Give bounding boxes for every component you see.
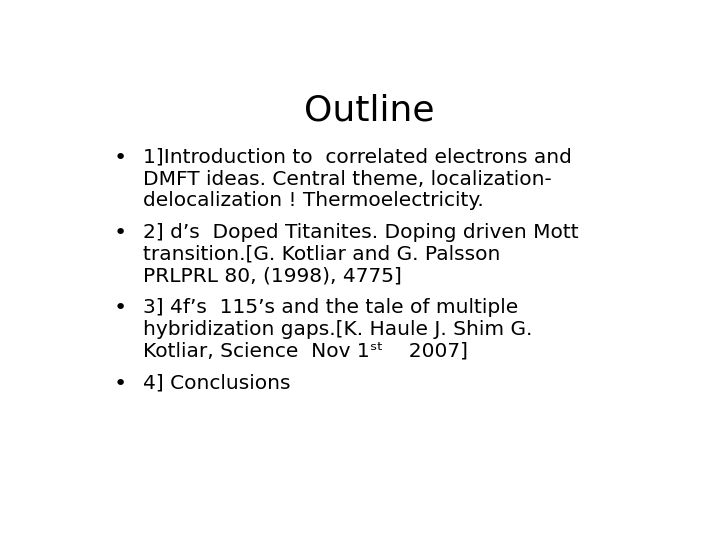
- Text: transition.[G. Kotliar and G. Palsson: transition.[G. Kotliar and G. Palsson: [143, 245, 500, 264]
- Text: •: •: [114, 223, 127, 243]
- Text: delocalization ! Thermoelectricity.: delocalization ! Thermoelectricity.: [143, 191, 484, 210]
- Text: 2] d’s  Doped Titanites. Doping driven Mott: 2] d’s Doped Titanites. Doping driven Mo…: [143, 223, 579, 242]
- Text: 3] 4f’s  115’s and the tale of multiple: 3] 4f’s 115’s and the tale of multiple: [143, 299, 518, 318]
- Text: •: •: [114, 148, 127, 168]
- Text: Kotliar, Science  Nov 1ˢᵗ    2007]: Kotliar, Science Nov 1ˢᵗ 2007]: [143, 342, 468, 361]
- Text: hybridization gaps.[K. Haule J. Shim G.: hybridization gaps.[K. Haule J. Shim G.: [143, 320, 532, 339]
- Text: •: •: [114, 374, 127, 394]
- Text: 4] Conclusions: 4] Conclusions: [143, 374, 290, 393]
- Text: •: •: [114, 299, 127, 319]
- Text: 1]Introduction to  correlated electrons and: 1]Introduction to correlated electrons a…: [143, 148, 572, 167]
- Text: PRLPRL 80, (1998), 4775]: PRLPRL 80, (1998), 4775]: [143, 266, 402, 286]
- Text: Outline: Outline: [304, 94, 434, 128]
- Text: DMFT ideas. Central theme, localization-: DMFT ideas. Central theme, localization-: [143, 170, 552, 188]
